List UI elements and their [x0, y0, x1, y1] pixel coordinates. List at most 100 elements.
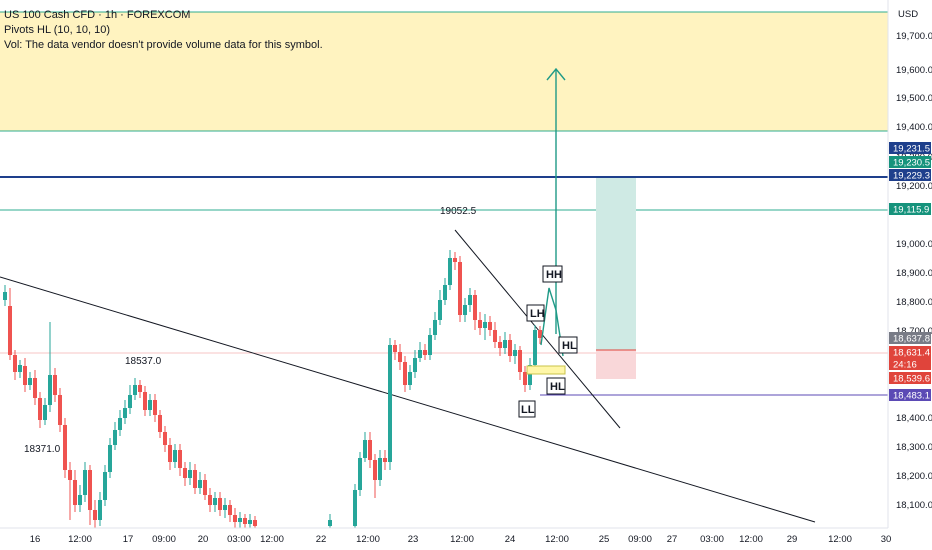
time-tick: 12:00 [828, 534, 852, 545]
candle [448, 250, 452, 290]
price-tick: 18,400.0 [896, 413, 932, 424]
price-tag: 18,637.8 [889, 332, 931, 345]
entry-zone[interactable] [526, 365, 566, 375]
candle [13, 350, 17, 380]
svg-text:LL: LL [521, 404, 535, 416]
candle [163, 426, 167, 452]
candle [213, 492, 217, 512]
price-tick: 19,200.0 [896, 181, 932, 192]
time-tick: 29 [787, 534, 798, 545]
time-tick: 09:00 [152, 534, 176, 545]
pivot-hl-lower[interactable]: HL [546, 377, 566, 395]
candle [198, 472, 202, 494]
price-tag: 19,230.5 [889, 156, 931, 169]
target-arrowhead-icon [546, 67, 566, 81]
price-tag: 18,483.1 [889, 389, 931, 402]
candle [363, 432, 367, 462]
svg-text:19,231.5: 19,231.5 [893, 144, 930, 155]
candle [408, 365, 412, 390]
candle [433, 312, 437, 340]
price-tag: 18,631.4 [889, 346, 931, 359]
candle [43, 398, 47, 425]
time-tick: 03:00 [227, 534, 251, 545]
candle [103, 465, 107, 506]
candle [393, 340, 397, 360]
candle [193, 464, 197, 494]
candle [503, 332, 507, 354]
candle [128, 385, 132, 414]
svg-text:18,483.1: 18,483.1 [893, 391, 930, 402]
candle [148, 394, 152, 416]
candle [368, 432, 372, 468]
candle [18, 360, 22, 378]
candle [403, 356, 407, 392]
pivot-ll[interactable]: LL [518, 400, 536, 418]
candle [513, 344, 517, 364]
candle [118, 410, 122, 436]
candle [478, 312, 482, 335]
svg-text:19,115.9: 19,115.9 [893, 205, 929, 216]
candle [228, 500, 232, 522]
candle [418, 342, 422, 362]
pivot-hh[interactable]: HH [542, 265, 563, 283]
symbol-title[interactable]: US 100 Cash CFD · 1h · FOREXCOM [4, 9, 191, 21]
price-tick: 18,200.0 [896, 471, 932, 482]
candle [208, 488, 212, 512]
candle [453, 252, 457, 270]
candle [93, 500, 97, 528]
candlestick-series [3, 250, 542, 528]
candle [188, 462, 192, 485]
candle [328, 514, 332, 528]
price-tags: 19,231.5 19,230.5 19,229.3 19,115.9 18,637.8… [889, 142, 931, 402]
pivot-lh[interactable]: LH [526, 304, 545, 322]
candle [468, 288, 472, 312]
time-tick: 12:00 [68, 534, 92, 545]
svg-text:18,631.4: 18,631.4 [893, 348, 930, 359]
candle [83, 462, 87, 502]
time-tick: 25 [599, 534, 610, 545]
price-tag: 19,229.3 [889, 169, 931, 182]
time-axis[interactable] [0, 527, 932, 550]
time-tick: 12:00 [739, 534, 763, 545]
time-tick: 24 [505, 534, 516, 545]
descending-trendline[interactable] [0, 276, 816, 523]
indicator-label[interactable]: Pivots HL (10, 10, 10) [4, 24, 110, 36]
time-tick: 23 [408, 534, 419, 545]
time-axis-ticks: 16 12:00 17 09:00 20 03:00 12:00 22 12:00 23 12:00… [30, 534, 892, 545]
price-tick: 19,700.0 [896, 31, 932, 42]
candle [488, 316, 492, 336]
time-tick: 20 [198, 534, 209, 545]
candle [53, 368, 57, 402]
price-tag: 19,231.5 [889, 142, 931, 155]
time-tick: 12:00 [260, 534, 284, 545]
price-tick: 19,500.0 [896, 93, 932, 104]
candle [218, 492, 222, 516]
price-tick: 18,700.0 [896, 326, 932, 337]
projection-path[interactable] [540, 287, 564, 357]
candle [3, 285, 7, 306]
pivot-hl-upper[interactable]: HL [558, 336, 578, 354]
time-tick: 09:00 [628, 534, 652, 545]
price-axis[interactable]: USD [887, 0, 932, 550]
time-tick: 12:00 [545, 534, 569, 545]
wedge-trendline[interactable] [454, 229, 621, 429]
price-tag: 18,539.6 [889, 372, 931, 385]
position-target-zone[interactable] [596, 178, 636, 350]
svg-text:18,637.8: 18,637.8 [893, 334, 930, 345]
position-stop-zone[interactable] [596, 350, 636, 379]
candle [538, 326, 542, 344]
candle [33, 370, 37, 405]
candle [143, 386, 147, 416]
resistance-zone[interactable] [0, 12, 888, 131]
svg-text:24:16: 24:16 [893, 360, 917, 371]
price-tick: 19,000.0 [896, 239, 932, 250]
candle [73, 470, 77, 512]
candle [23, 358, 27, 392]
candle [518, 346, 522, 380]
svg-text:LH: LH [530, 308, 545, 320]
time-tick: 27 [667, 534, 678, 545]
price-tick: 19,400.0 [896, 122, 932, 133]
candle [248, 514, 252, 528]
